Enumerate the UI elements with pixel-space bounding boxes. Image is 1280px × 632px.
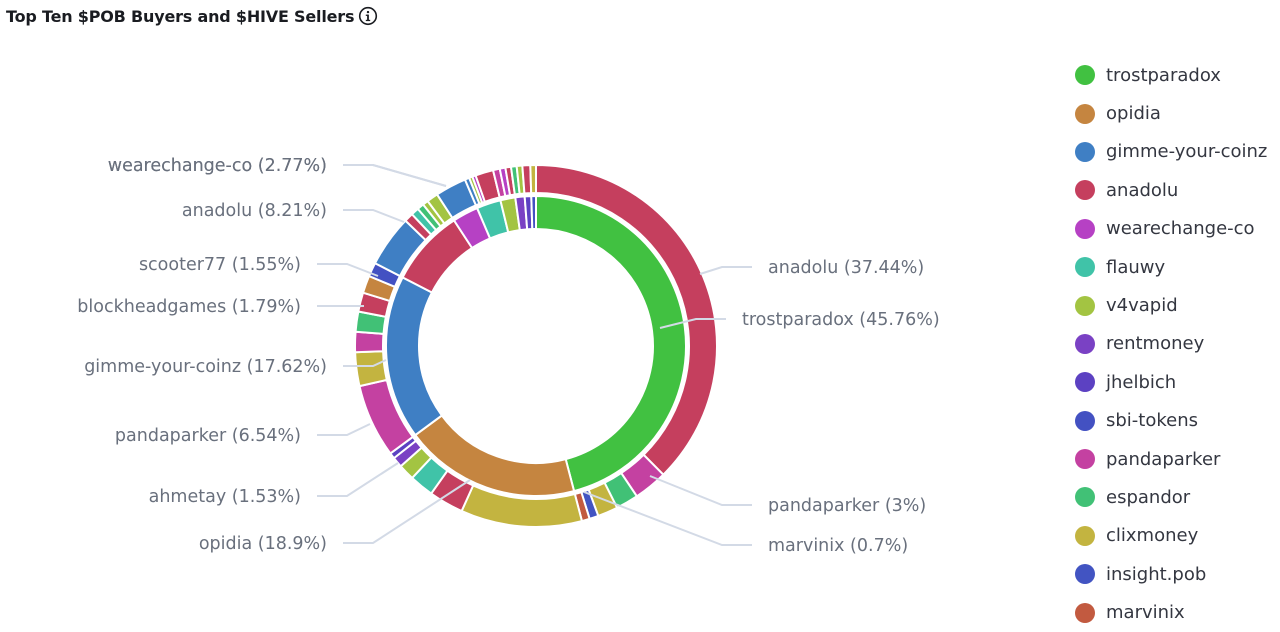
legend-label: trostparadox (1106, 64, 1221, 86)
legend-label: wearechange-co (1106, 218, 1255, 240)
slice-label: wearechange-co (2.77%) (108, 156, 327, 176)
legend-label: clixmoney (1106, 525, 1199, 547)
chart-header: Top Ten $POB Buyers and $HIVE Sellers (6, 6, 378, 26)
legend-label: v4vapid (1106, 295, 1178, 317)
slice-label: gimme-your-coinz (17.62%) (84, 357, 327, 377)
legend-item-trostparadox[interactable]: trostparadox (1075, 56, 1280, 94)
leader-line (343, 359, 387, 367)
legend-swatch (1075, 257, 1095, 278)
legend-item-anadolu[interactable]: anadolu (1075, 171, 1280, 209)
inner-slice-trostparadox[interactable] (535, 194, 687, 493)
leader-line (317, 423, 371, 436)
legend-swatch (1075, 295, 1095, 316)
legend-item-insight-pob[interactable]: insight.pob (1075, 555, 1280, 593)
leader-line (583, 491, 752, 546)
legend-label: marvinix (1106, 602, 1185, 624)
donut-chart: trostparadox (45.76%) opidia (18.9%) gimme… (77, 156, 939, 556)
slice-label: wearechange-co (2.77%) (108, 156, 327, 176)
legend-swatch (1075, 141, 1095, 162)
legend-label: jhelbich (1106, 371, 1177, 393)
legend-label: flauwy (1106, 256, 1166, 278)
chart-legend: trostparadox opidia gimme-your-coinz anadol… (1075, 56, 1280, 632)
legend-label: gimme-your-coinz (1106, 141, 1268, 163)
inner-slice-sbi-tokens[interactable] (530, 194, 537, 231)
legend-swatch (1075, 487, 1095, 508)
legend-swatch (1075, 180, 1095, 201)
legend-item-opidia[interactable]: opidia (1075, 94, 1280, 132)
legend-item-sbi-tokens[interactable]: sbi-tokens (1075, 402, 1280, 440)
leader-line (343, 479, 471, 544)
chart-title: Top Ten $POB Buyers and $HIVE Sellers (6, 6, 355, 26)
inner-ring (385, 194, 687, 497)
legend-item-v4vapid[interactable]: v4vapid (1075, 286, 1280, 324)
leader-line (649, 475, 752, 506)
legend-swatch (1075, 564, 1095, 585)
legend-swatch (1075, 103, 1095, 124)
legend-label: espandor (1106, 486, 1191, 508)
info-circle-icon[interactable] (358, 6, 378, 26)
legend-swatch (1075, 372, 1095, 393)
legend-label: anadolu (1106, 179, 1179, 201)
legend-swatch (1075, 65, 1095, 86)
legend-item-wearechange-co[interactable]: wearechange-co (1075, 210, 1280, 248)
outer-slice-pandaparker[interactable] (354, 330, 385, 354)
legend-item-rentmoney[interactable]: rentmoney (1075, 325, 1280, 363)
slice-label: pandaparker (3%) (768, 496, 926, 516)
leader-line (317, 263, 379, 277)
legend-swatch (1075, 410, 1095, 431)
slice-labels: trostparadox (45.76%) opidia (18.9%) gimme… (77, 156, 939, 556)
leader-line (343, 164, 447, 187)
legend-swatch (1075, 525, 1095, 546)
legend-item-gimme-your-coinz[interactable]: gimme-your-coinz (1075, 133, 1280, 171)
legend-item-marvinix[interactable]: marvinix (1075, 593, 1280, 631)
legend-item-jhelbich[interactable]: jhelbich (1075, 363, 1280, 401)
leader-lines (317, 164, 752, 546)
legend-item-flauwy[interactable]: flauwy (1075, 248, 1280, 286)
slice-label: trostparadox (45.76%) (742, 310, 940, 330)
legend-item-espandor[interactable]: espandor (1075, 478, 1280, 516)
slice-label: ahmetay (1.53%) (149, 487, 301, 507)
slice-label: anadolu (37.44%) (768, 258, 924, 278)
outer-slice-clixmoney[interactable] (354, 350, 389, 388)
legend-swatch (1075, 218, 1095, 239)
leader-line (699, 266, 752, 275)
legend-swatch (1075, 449, 1095, 470)
legend-label: rentmoney (1106, 333, 1205, 355)
leader-line (317, 462, 399, 497)
legend-label: pandaparker (1106, 448, 1221, 470)
leader-line (343, 209, 405, 223)
slice-label: marvinix (0.7%) (768, 536, 908, 556)
slice-label: scooter77 (1.55%) (139, 255, 301, 275)
outer-slice-clixmoney[interactable] (529, 163, 537, 195)
legend-item-pandaparker[interactable]: pandaparker (1075, 440, 1280, 478)
legend-label: sbi-tokens (1106, 410, 1199, 432)
slice-label: blockheadgames (1.79%) (77, 297, 301, 317)
legend-label: insight.pob (1106, 563, 1207, 585)
legend-label: opidia (1106, 103, 1161, 125)
slice-label: anadolu (8.21%) (182, 201, 327, 221)
slice-label: opidia (18.9%) (199, 534, 327, 554)
legend-swatch (1075, 602, 1095, 623)
legend-item-clixmoney[interactable]: clixmoney (1075, 517, 1280, 555)
slice-label: pandaparker (6.54%) (115, 426, 301, 446)
leader-line (343, 164, 447, 187)
legend-swatch (1075, 333, 1095, 354)
leader-line (659, 318, 726, 329)
outer-ring (354, 163, 718, 528)
